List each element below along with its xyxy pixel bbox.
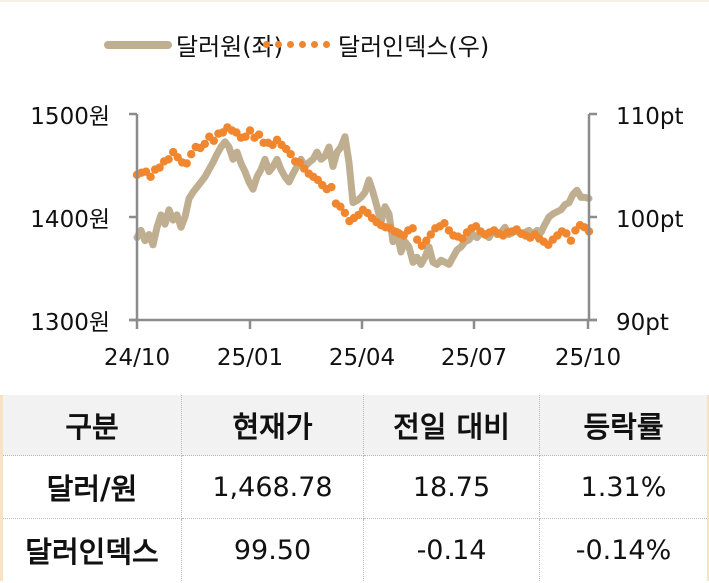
x-tick-label: 24/10 xyxy=(104,345,170,371)
left-axis xyxy=(129,112,139,322)
table-row: 달러/원 1,468.78 18.75 1.31% xyxy=(0,455,709,519)
header-change-rate: 등락률 xyxy=(539,395,709,456)
cell-current-price: 1,468.78 xyxy=(181,455,364,519)
right-tick-label: 110pt xyxy=(616,104,684,130)
right-axis xyxy=(587,112,597,322)
legend-item-dxy: 달러인덱스(우) xyxy=(263,27,489,62)
dot-swatch-icon xyxy=(263,41,330,48)
x-tick-label: 25/07 xyxy=(441,345,507,371)
line-swatch-icon xyxy=(104,40,172,49)
plot-area xyxy=(132,123,594,268)
row-label: 달러인덱스 xyxy=(0,518,182,581)
won-series-line xyxy=(133,133,593,268)
cell-change: -0.14 xyxy=(363,518,540,581)
quote-table: 구분 현재가 전일 대비 등락률 달러/원 1,468.78 18.75 1.3… xyxy=(0,395,709,581)
chart-legend: 달러원(좌) 달러인덱스(우) xyxy=(0,27,709,67)
left-tick-label: 1300원 xyxy=(30,310,110,336)
right-tick-label: 100pt xyxy=(616,207,684,233)
right-tick-label: 90pt xyxy=(616,310,669,336)
cell-current-price: 99.50 xyxy=(181,518,364,581)
header-change: 전일 대비 xyxy=(363,395,540,456)
cell-change-rate: -0.14% xyxy=(539,518,709,581)
x-axis xyxy=(129,318,597,329)
table-row: 달러인덱스 99.50 -0.14 -0.14% xyxy=(0,518,709,581)
x-tick-label: 25/04 xyxy=(329,345,395,371)
exchange-rate-chart: 1500원 1400원 1300원 110pt 100pt 90pt 24/10… xyxy=(30,104,684,371)
legend-label-dxy: 달러인덱스(우) xyxy=(338,33,490,61)
cell-change-rate: 1.31% xyxy=(539,455,709,519)
left-tick-label: 1400원 xyxy=(30,207,110,233)
x-tick-label: 25/01 xyxy=(217,345,283,371)
top-border xyxy=(0,0,709,2)
table-header-row: 구분 현재가 전일 대비 등락률 xyxy=(0,395,709,456)
header-current-price: 현재가 xyxy=(181,395,364,456)
left-tick-label: 1500원 xyxy=(30,104,110,130)
row-label: 달러/원 xyxy=(0,455,182,519)
cell-change: 18.75 xyxy=(363,455,540,519)
header-category: 구분 xyxy=(0,395,182,456)
x-tick-label: 25/10 xyxy=(555,345,621,371)
dxy-series-dots xyxy=(132,123,594,250)
